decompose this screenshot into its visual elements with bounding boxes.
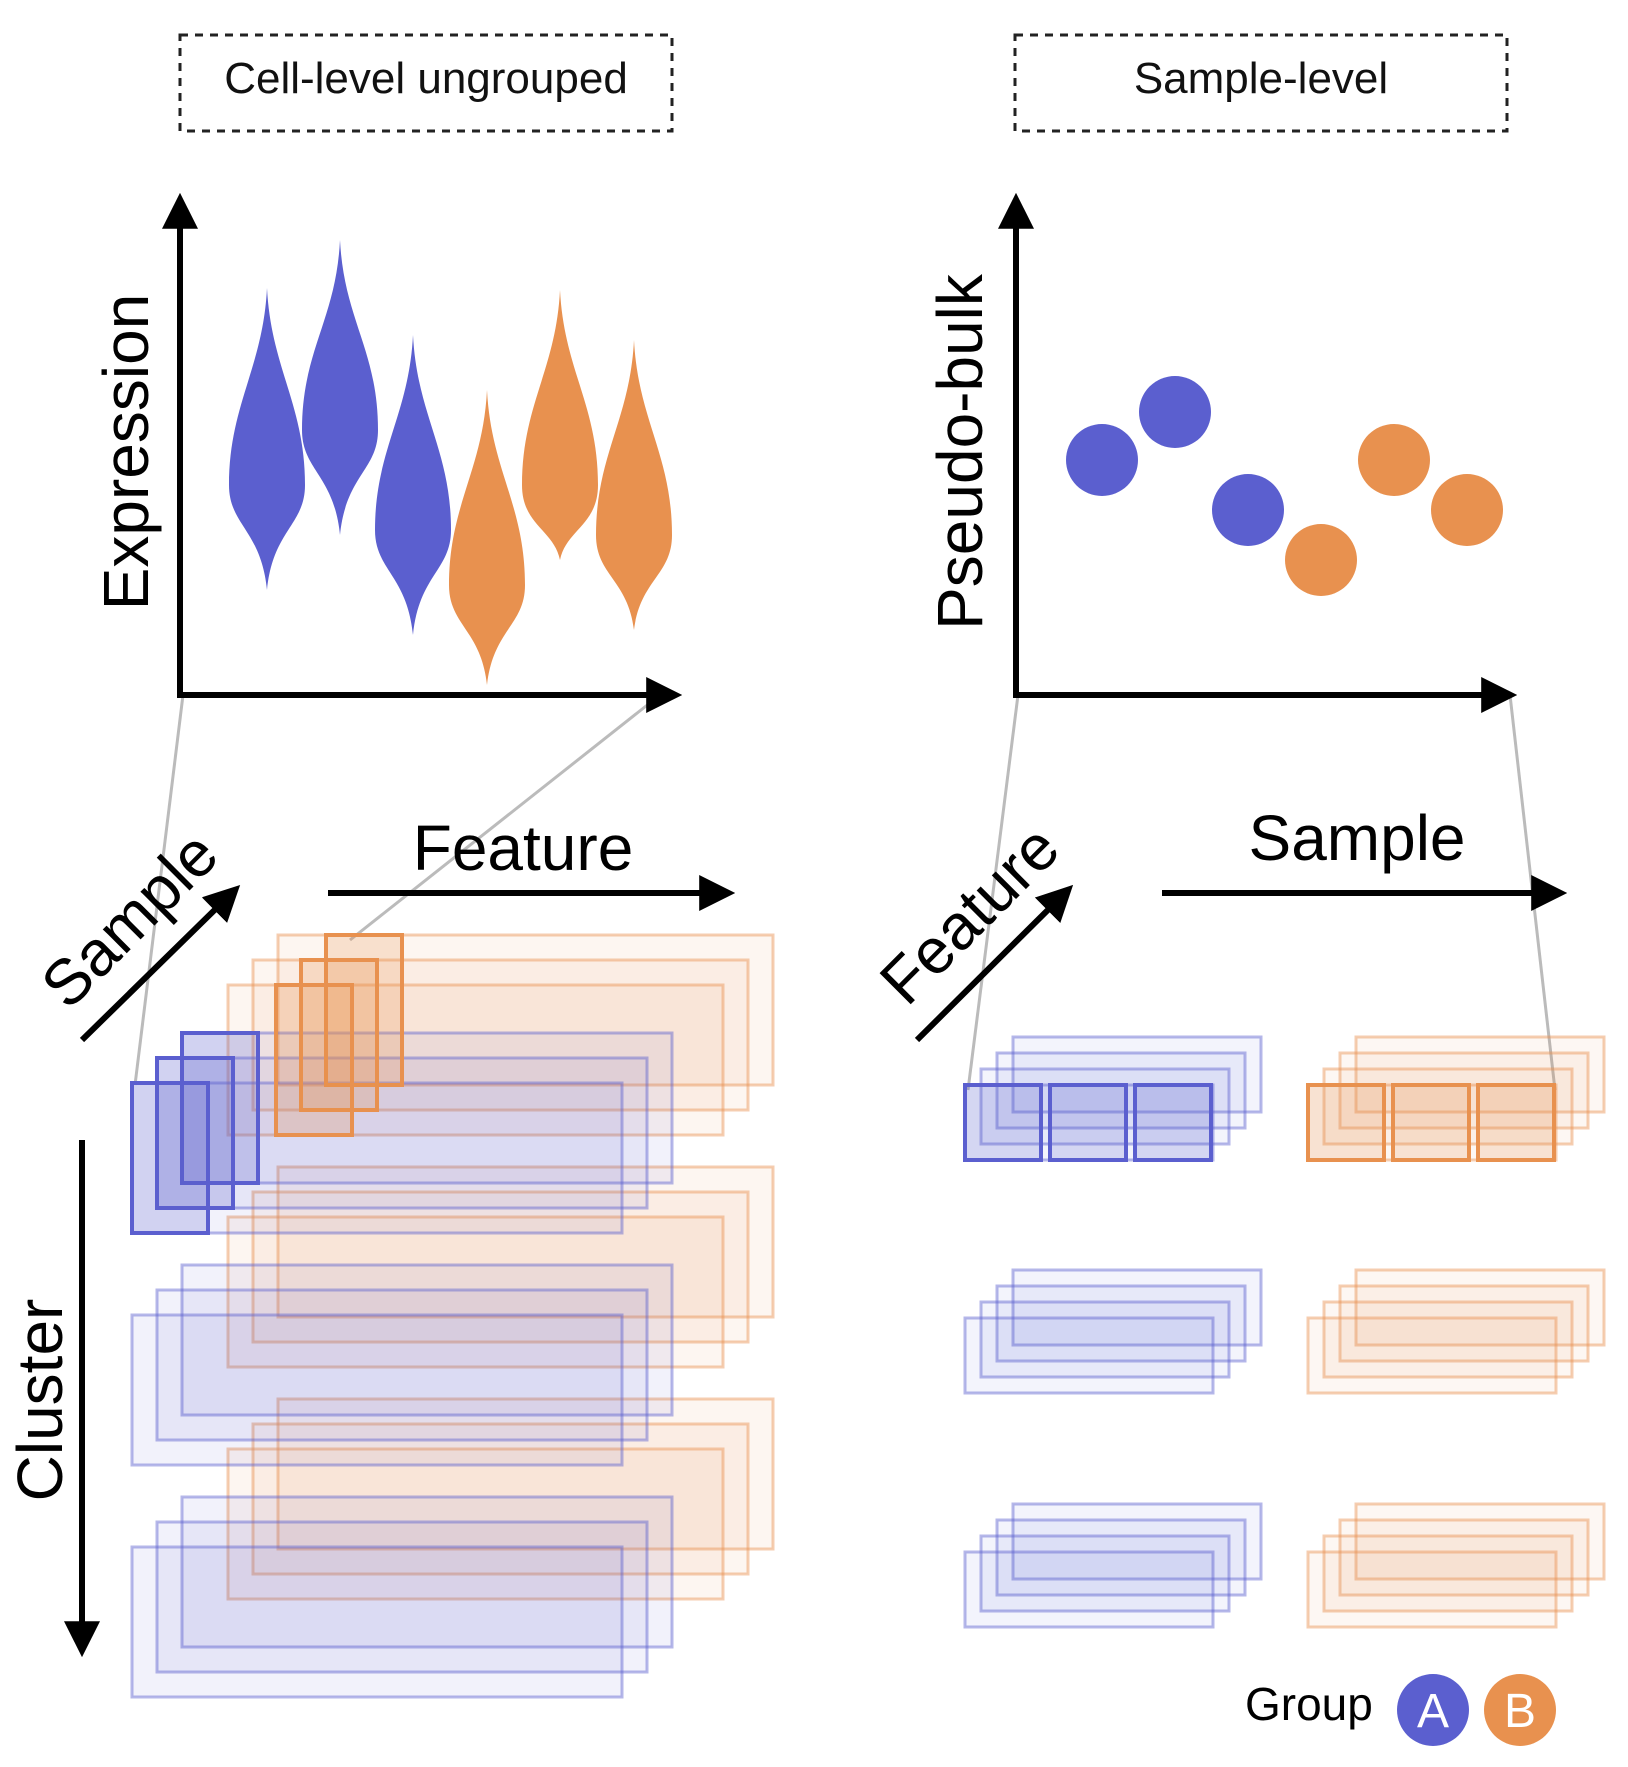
y-axis-label: Expression <box>90 294 162 611</box>
right-panel: Sample-level Pseudo-bulk Feature Sample <box>866 33 1606 1629</box>
sample-cell-b <box>1306 1083 1386 1162</box>
sample-cell-b <box>1476 1083 1556 1162</box>
legend: Group A B <box>1245 1674 1556 1746</box>
cell-data-cube <box>130 933 775 1699</box>
left-panel: Cell-level ungrouped Expression Sample F… <box>4 33 775 1699</box>
pseudo-slab-a <box>979 1534 1231 1613</box>
point-b <box>1285 524 1357 596</box>
violin-b <box>449 390 525 685</box>
point-b <box>1358 424 1430 496</box>
point-a <box>1066 424 1138 496</box>
violin-b <box>522 290 598 560</box>
pseudo-bulk-cube <box>963 1035 1606 1629</box>
pseudo-slab-a <box>979 1067 1231 1146</box>
pseudo-slab-a <box>1011 1268 1263 1347</box>
highlight-cell-a <box>130 1081 210 1235</box>
pseudo-slab-a <box>963 1550 1215 1629</box>
cube-slab-b <box>226 1215 725 1369</box>
right-title-box <box>1013 33 1509 133</box>
sample-label: Sample <box>1249 802 1466 874</box>
pseudo-slab-b <box>1338 1284 1590 1363</box>
connector-line <box>349 693 661 942</box>
legend-title: Group <box>1245 1678 1373 1730</box>
left-title: Cell-level ungrouped <box>224 54 628 103</box>
violin-a <box>302 240 378 535</box>
point-a <box>1139 376 1211 448</box>
sample-cell-a <box>963 1083 1043 1162</box>
connector-line <box>966 694 1020 1091</box>
pseudo-slab-a <box>995 1284 1247 1363</box>
cube-slab-a <box>155 1520 649 1674</box>
cube-slab-b <box>251 1190 750 1344</box>
y-axis-label: Pseudo-bulk <box>924 273 996 630</box>
sample-cell-a <box>1048 1083 1128 1162</box>
violin-b <box>596 340 672 630</box>
feature-label: Feature <box>413 812 634 884</box>
right-title: Sample-level <box>1134 54 1388 103</box>
cube-slab-b <box>251 1422 750 1576</box>
pseudo-slab-b <box>1322 1300 1574 1379</box>
point-a <box>1212 474 1284 546</box>
pseudo-slab-b <box>1322 1067 1574 1146</box>
pseudo-slab-b <box>1306 1550 1558 1629</box>
cube-slab-b <box>276 1397 775 1551</box>
pseudo-slab-b <box>1338 1518 1590 1597</box>
pseudo-slab-b <box>1306 1316 1558 1395</box>
cube-slab-a <box>155 1288 649 1442</box>
pseudo-slab-a <box>995 1518 1247 1597</box>
cube-slab-a <box>130 1545 624 1699</box>
pseudo-slab-a <box>995 1051 1247 1130</box>
cube-slab-a <box>180 1263 674 1417</box>
legend-label-a: A <box>1417 1685 1449 1738</box>
violin-a <box>229 288 305 590</box>
highlight-cell-b <box>324 933 404 1087</box>
legend-swatch-b <box>1484 1674 1556 1746</box>
connector-line <box>133 694 185 1086</box>
pseudo-slab-b <box>1354 1268 1606 1347</box>
pseudo-slab-a <box>979 1300 1231 1379</box>
legend-swatch-a <box>1397 1674 1469 1746</box>
left-title-box <box>178 33 674 133</box>
violin-a <box>375 335 451 635</box>
cube-slab-a <box>130 1313 624 1467</box>
point-b <box>1431 474 1503 546</box>
pseudo-slab-a <box>963 1083 1215 1162</box>
sample-cell-b <box>1391 1083 1471 1162</box>
pseudo-slab-a <box>1011 1502 1263 1581</box>
highlight-cell-b <box>274 983 354 1137</box>
violin-plot <box>229 240 672 685</box>
cluster-label: Cluster <box>4 1299 76 1502</box>
sample-arrow <box>79 884 241 1043</box>
pseudo-bulk-points <box>1066 376 1503 596</box>
pseudo-slab-b <box>1338 1051 1590 1130</box>
sample-cell-a <box>1133 1083 1213 1162</box>
pseudo-slab-b <box>1322 1534 1574 1613</box>
pseudo-slab-a <box>963 1316 1215 1395</box>
cube-slab-a <box>180 1495 674 1649</box>
cube-slab-b <box>276 1165 775 1319</box>
pseudo-slab-b <box>1354 1502 1606 1581</box>
legend-label-b: B <box>1504 1685 1536 1738</box>
cube-slab-b <box>226 1447 725 1601</box>
feature-arrow <box>914 884 1074 1043</box>
cube-slab-a <box>180 1031 674 1185</box>
